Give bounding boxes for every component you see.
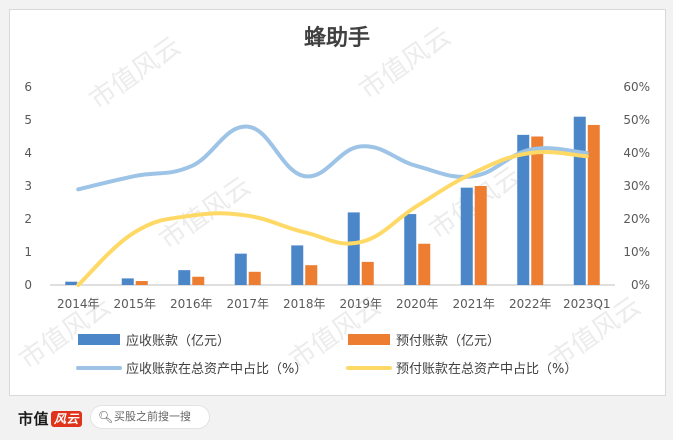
y-left-tick-label: 5: [24, 113, 32, 127]
x-tick-label: 2014年: [57, 297, 100, 311]
bar: [474, 186, 487, 285]
y-right-tick-label: 60%: [623, 80, 650, 94]
x-tick-label: 2016年: [170, 297, 213, 311]
bar: [587, 124, 600, 285]
brand-text: 市值: [18, 410, 50, 428]
bar: [460, 187, 473, 285]
search-box[interactable]: 🔍︎ 买股之前搜一搜: [90, 405, 210, 429]
y-left-tick-label: 1: [24, 245, 32, 259]
series-line: [76, 150, 589, 287]
y-right-tick-label: 40%: [623, 146, 650, 160]
footer: 市值 风云 🔍︎ 买股之前搜一搜: [0, 400, 673, 440]
legend-label: 预付账款在总资产中占比（%）: [396, 362, 577, 377]
y-right-tick-label: 10%: [623, 245, 650, 259]
y-right-tick-label: 50%: [623, 113, 650, 127]
bar: [192, 276, 205, 285]
y-left-tick-label: 6: [24, 80, 32, 94]
y-right-tick-label: 20%: [623, 212, 650, 226]
legend-label: 应收账款（亿元）: [126, 333, 230, 349]
brand-logo[interactable]: 市值 风云: [18, 408, 83, 429]
x-tick-label: 2021年: [452, 297, 495, 311]
brand-mark: 风云: [51, 411, 83, 427]
y-left-tick-label: 3: [24, 179, 32, 193]
bar: [135, 281, 148, 285]
x-tick-label: 2015年: [113, 297, 156, 311]
bar: [65, 281, 78, 285]
bar: [234, 253, 247, 285]
legend-swatch: [348, 334, 390, 345]
line-series: [76, 124, 589, 287]
y-axis-left: 0 1 2 3 4 5 6: [24, 80, 32, 292]
chart-card: 市值风云市值风云市值风云市值风云市值风云市值风云市值风云 蜂助手 0 1 2 3 4 5 6…: [9, 9, 666, 396]
y-left-tick-label: 0: [24, 278, 32, 292]
watermark-text: 市值风云: [84, 31, 186, 115]
bar: [361, 261, 374, 285]
x-tick-label: 2023Q1: [563, 297, 611, 311]
x-tick-label: 2019年: [339, 297, 382, 311]
series-line: [76, 124, 589, 192]
bar: [404, 214, 417, 285]
search-placeholder: 买股之前搜一搜: [114, 410, 191, 423]
bar: [517, 134, 530, 285]
x-tick-label: 2022年: [509, 297, 552, 311]
y-left-tick-label: 4: [24, 146, 32, 160]
bar: [291, 245, 304, 285]
x-tick-label: 2018年: [283, 297, 326, 311]
x-axis: 2014年 2015年 2016年 2017年 2018年 2019年 2020年 2021年…: [57, 297, 611, 311]
bar: [305, 265, 318, 285]
search-icon: 🔍︎: [98, 410, 114, 424]
bar-series: [65, 116, 600, 285]
bar: [248, 271, 261, 285]
y-right-tick-label: 0%: [631, 278, 650, 292]
x-tick-label: 2017年: [226, 297, 269, 311]
legend-swatch: [78, 334, 120, 345]
x-tick-label: 2020年: [396, 297, 439, 311]
chart-title: 蜂助手: [304, 25, 370, 51]
bar: [178, 270, 191, 285]
watermark-layer: 市值风云市值风云市值风云市值风云市值风云市值风云市值风云: [14, 21, 646, 375]
chart: 市值风云市值风云市值风云市值风云市值风云市值风云市值风云 蜂助手 0 1 2 3 4 5 6…: [14, 21, 650, 377]
bar: [121, 278, 134, 285]
y-axis-right: 0% 10% 20% 30% 40% 50% 60%: [623, 80, 650, 292]
legend-label: 应收账款在总资产中占比（%）: [126, 361, 307, 377]
bar: [573, 116, 586, 285]
bar: [531, 136, 544, 285]
legend-label: 预付账款（亿元）: [396, 334, 500, 349]
legend: 应收账款（亿元） 预付账款（亿元） 应收账款在总资产中占比（%） 预付账款在总资产中占…: [76, 333, 577, 377]
bar: [347, 212, 360, 285]
y-left-tick-label: 2: [24, 212, 32, 226]
bar: [418, 243, 431, 285]
y-right-tick-label: 30%: [623, 179, 650, 193]
